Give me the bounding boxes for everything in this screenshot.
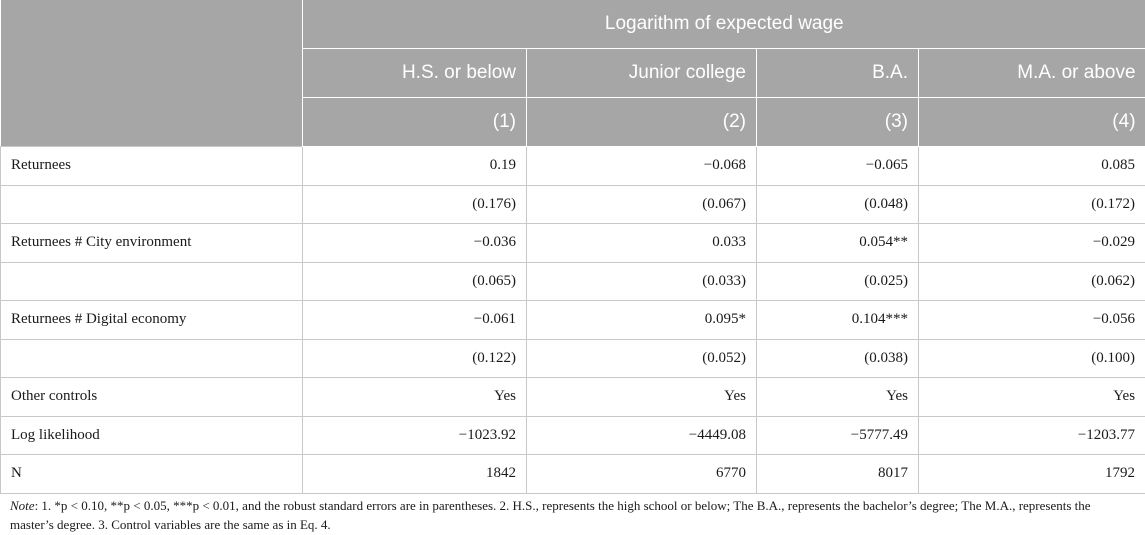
column-number-4: (4): [917, 97, 1145, 147]
table-cell: (0.025): [756, 261, 919, 301]
column-header-ma: M.A. or above: [917, 48, 1145, 98]
table-cell: −0.056: [917, 300, 1145, 340]
column-number-3: (3): [756, 97, 919, 147]
table-cell: (0.062): [917, 261, 1145, 301]
table-cell: Yes: [917, 377, 1145, 417]
table-cell: 0.19: [302, 146, 527, 186]
table-cell: (0.100): [917, 338, 1145, 378]
table-cell: −1023.92: [302, 415, 527, 455]
table-row: (0.176) (0.067) (0.048) (0.172): [0, 184, 1145, 224]
column-header-hs: H.S. or below: [302, 48, 527, 98]
row-label: Log likelihood: [0, 415, 303, 455]
row-label: [0, 184, 303, 224]
column-number-1: (1): [302, 97, 527, 147]
row-label: N: [0, 454, 303, 494]
table-cell: 8017: [756, 454, 919, 494]
table-cell: 0.054**: [756, 223, 919, 263]
table-row: (0.065) (0.033) (0.025) (0.062): [0, 261, 1145, 301]
row-label: Returnees # City environment: [0, 223, 303, 263]
table-row: Other controls Yes Yes Yes Yes: [0, 377, 1145, 417]
note-label: Note: [10, 498, 35, 513]
table-cell: (0.067): [526, 184, 757, 224]
table-cell: (0.048): [756, 184, 919, 224]
table-cell: −0.068: [526, 146, 757, 186]
row-label: Returnees: [0, 146, 303, 186]
table-row: Log likelihood −1023.92 −4449.08 −5777.4…: [0, 415, 1145, 455]
table-cell: 0.095*: [526, 300, 757, 340]
column-number-2: (2): [526, 97, 757, 147]
row-label: Other controls: [0, 377, 303, 417]
table-row: Returnees # Digital economy −0.061 0.095…: [0, 300, 1145, 340]
table-cell: −0.029: [917, 223, 1145, 263]
regression-table: Logarithm of expected wage H.S. or below…: [0, 0, 1145, 494]
table-cell: −5777.49: [756, 415, 919, 455]
table-cell: −0.065: [756, 146, 919, 186]
table-cell: (0.065): [302, 261, 527, 301]
table-cell: (0.122): [302, 338, 527, 378]
table-cell: −0.061: [302, 300, 527, 340]
table-cell: (0.038): [756, 338, 919, 378]
table-cell: Yes: [302, 377, 527, 417]
row-label: [0, 338, 303, 378]
table-cell: 1792: [917, 454, 1145, 494]
table-cell: (0.052): [526, 338, 757, 378]
table-cell: 6770: [526, 454, 757, 494]
table-cell: 0.085: [917, 146, 1145, 186]
table-cell: −1203.77: [917, 415, 1145, 455]
regression-table-container: Logarithm of expected wage H.S. or below…: [0, 0, 1145, 494]
table-cell: (0.172): [917, 184, 1145, 224]
group-title: Logarithm of expected wage: [302, 0, 1145, 49]
row-label: Returnees # Digital economy: [0, 300, 303, 340]
column-header-junior-college: Junior college: [526, 48, 757, 98]
table-cell: (0.176): [302, 184, 527, 224]
table-cell: −4449.08: [526, 415, 757, 455]
table-cell: 1842: [302, 454, 527, 494]
table-cell: Yes: [756, 377, 919, 417]
row-label: [0, 261, 303, 301]
table-cell: 0.104***: [756, 300, 919, 340]
table-row: N 1842 6770 8017 1792: [0, 454, 1145, 494]
note-text: : 1. *p < 0.10, **p < 0.05, ***p < 0.01,…: [10, 498, 1091, 532]
column-header-ba: B.A.: [756, 48, 919, 98]
table-note: Note: 1. *p < 0.10, **p < 0.05, ***p < 0…: [10, 496, 1135, 534]
table-header: Logarithm of expected wage H.S. or below…: [0, 0, 1145, 147]
table-row: (0.122) (0.052) (0.038) (0.100): [0, 338, 1145, 378]
table-body: Returnees 0.19 −0.068 −0.065 0.085 (0.17…: [0, 146, 1145, 494]
table-cell: −0.036: [302, 223, 527, 263]
table-cell: Yes: [526, 377, 757, 417]
header-empty-cell: [0, 0, 303, 147]
table-cell: 0.033: [526, 223, 757, 263]
table-row: Returnees 0.19 −0.068 −0.065 0.085: [0, 146, 1145, 186]
table-cell: (0.033): [526, 261, 757, 301]
table-row: Returnees # City environment −0.036 0.03…: [0, 223, 1145, 263]
